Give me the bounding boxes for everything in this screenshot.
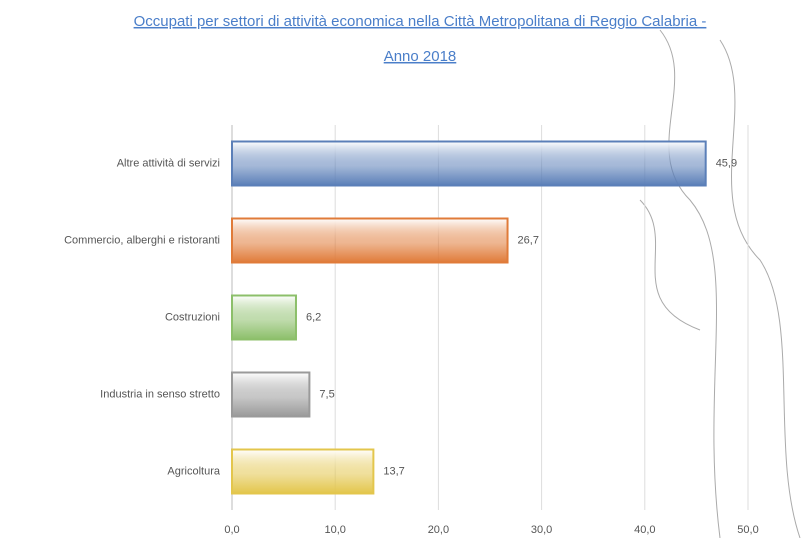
- category-label: Industria in senso stretto: [100, 388, 220, 400]
- category-label: Costruzioni: [165, 311, 220, 323]
- chart-title: Anno 2018: [384, 48, 457, 65]
- value-label: 26,7: [518, 234, 539, 246]
- value-label: 7,5: [319, 388, 334, 400]
- value-label: 45,9: [716, 157, 737, 169]
- bar: [231, 448, 375, 495]
- x-tick-label: 20,0: [428, 524, 449, 536]
- category-label: Altre attività di servizi: [117, 157, 220, 169]
- x-tick-label: 50,0: [737, 524, 758, 536]
- value-label: 13,7: [383, 465, 404, 477]
- x-tick-label: 30,0: [531, 524, 552, 536]
- x-tick-label: 40,0: [634, 524, 655, 536]
- value-label: 6,2: [306, 311, 321, 323]
- category-label: Commercio, alberghi e ristoranti: [64, 234, 220, 246]
- decoration: [639, 29, 801, 539]
- x-tick-label: 10,0: [324, 524, 345, 536]
- bar: [231, 217, 509, 264]
- bar: [231, 294, 297, 341]
- chart-title: Occupati per settori di attività economi…: [134, 13, 707, 30]
- bar: [231, 371, 311, 418]
- x-tick-label: 0,0: [224, 524, 239, 536]
- bar: [231, 140, 707, 187]
- category-label: Agricoltura: [167, 465, 220, 477]
